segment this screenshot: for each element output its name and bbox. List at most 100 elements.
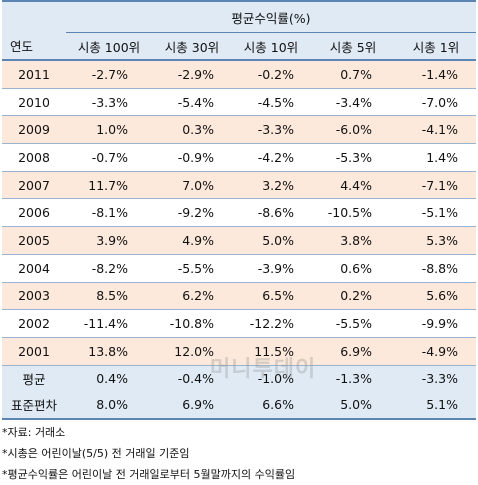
value-text: 11.7% <box>88 177 128 193</box>
value-text: -5.3% <box>335 149 372 165</box>
value-text: -4.1% <box>421 122 458 138</box>
summary-value-cell: 6.9% <box>152 391 232 420</box>
value-text: -1.4% <box>421 66 458 82</box>
value-cell: -12.2% <box>232 309 310 338</box>
value-text: -5.4% <box>177 94 214 110</box>
header-col-top1: 시총 1위 <box>396 32 476 61</box>
summary-value-text: -1.3% <box>335 371 372 387</box>
value-cell: -0.2% <box>232 60 310 89</box>
value-cell: 13.8% <box>66 337 152 366</box>
header-col-top100: 시총 100위 <box>66 32 152 61</box>
value-text: -12.2% <box>249 316 294 332</box>
value-cell: -10.8% <box>152 309 232 338</box>
header-col-top5: 시총 5위 <box>310 32 396 61</box>
value-cell: 7.0% <box>152 171 232 200</box>
header-group-label: 평균수익률(%) <box>66 0 476 33</box>
value-cell: -5.3% <box>310 143 396 172</box>
value-text: 3.2% <box>262 177 294 193</box>
value-text: 11.5% <box>254 343 294 359</box>
value-text: -9.9% <box>421 316 458 332</box>
value-cell: -8.6% <box>232 198 310 228</box>
value-cell: 3.9% <box>66 226 152 255</box>
value-text: -2.9% <box>177 66 214 82</box>
value-cell: -3.3% <box>66 88 152 117</box>
summary-value-cell: -0.4% <box>152 364 232 392</box>
value-cell: 8.5% <box>66 282 152 311</box>
value-text: 4.9% <box>182 232 214 248</box>
value-cell: -9.2% <box>152 198 232 228</box>
year-cell: 2007 <box>2 171 66 200</box>
value-cell: 5.6% <box>396 282 476 311</box>
year-cell: 2005 <box>2 226 66 255</box>
value-text: 3.9% <box>96 232 128 248</box>
summary-value-cell: -1.0% <box>232 364 310 392</box>
table-row: 2001 13.8% 12.0% 11.5% 6.9% -4.9% <box>2 337 476 366</box>
value-text: 6.2% <box>182 288 214 304</box>
value-cell: 11.7% <box>66 171 152 200</box>
summary-value-cell: 5.0% <box>310 391 396 420</box>
summary-label: 평균 <box>2 364 66 392</box>
year-cell: 2003 <box>2 282 66 311</box>
year-cell: 2008 <box>2 143 66 172</box>
value-text: -3.4% <box>335 94 372 110</box>
summary-value-text: 5.1% <box>426 397 458 413</box>
value-cell: 3.8% <box>310 226 396 255</box>
value-text: -8.1% <box>91 205 128 221</box>
note-source: *자료: 거래소 <box>2 425 66 439</box>
year-cell: 2006 <box>2 198 66 228</box>
value-cell: 0.2% <box>310 282 396 311</box>
table-row: 2005 3.9% 4.9% 5.0% 3.8% 5.3% <box>2 226 476 255</box>
value-cell: -3.3% <box>232 115 310 145</box>
summary-value-cell: 5.1% <box>396 391 476 420</box>
header-group-row: 평균수익률(%) <box>2 0 476 33</box>
value-cell: -2.9% <box>152 60 232 89</box>
summary-value-text: -1.0% <box>257 371 294 387</box>
value-text: -0.9% <box>177 149 214 165</box>
value-text: -4.2% <box>257 149 294 165</box>
value-text: -4.9% <box>421 343 458 359</box>
note-return-def: *평균수익률은 어린이날 전 거래일로부터 5월말까지의 수익률임 <box>2 467 296 481</box>
year-cell: 2004 <box>2 254 66 283</box>
summary-value-text: 8.0% <box>96 397 128 413</box>
value-cell: -0.9% <box>152 143 232 172</box>
value-text: 8.5% <box>96 288 128 304</box>
value-text: -7.0% <box>421 94 458 110</box>
value-cell: -4.5% <box>232 88 310 117</box>
year-cell: 2001 <box>2 337 66 366</box>
value-cell: 12.0% <box>152 337 232 366</box>
value-cell: -10.5% <box>310 198 396 228</box>
value-cell: -3.4% <box>310 88 396 117</box>
summary-value-text: 0.4% <box>96 371 128 387</box>
value-text: -6.0% <box>335 122 372 138</box>
note-market-cap: *시총은 어린이날(5/5) 전 거래일 기준임 <box>2 446 190 460</box>
value-text: 0.7% <box>340 66 372 82</box>
year-cell: 2010 <box>2 88 66 117</box>
value-text: -3.9% <box>257 260 294 276</box>
header-columns-row: 연도 시총 100위 시총 30위 시총 10위 시총 5위 시총 1위 <box>2 32 476 61</box>
value-cell: 3.2% <box>232 171 310 200</box>
summary-value-cell: 6.6% <box>232 391 310 420</box>
value-text: -2.7% <box>91 66 128 82</box>
value-cell: -6.0% <box>310 115 396 145</box>
value-text: -3.3% <box>257 122 294 138</box>
value-cell: 0.7% <box>310 60 396 89</box>
value-text: 0.3% <box>182 122 214 138</box>
table-row: 2011 -2.7% -2.9% -0.2% 0.7% -1.4% <box>2 60 476 89</box>
value-cell: 5.0% <box>232 226 310 255</box>
value-cell: -4.1% <box>396 115 476 145</box>
summary-value-text: -0.4% <box>177 371 214 387</box>
table-row: 2008 -0.7% -0.9% -4.2% -5.3% 1.4% <box>2 143 476 172</box>
value-text: -7.1% <box>421 177 458 193</box>
value-text: 0.6% <box>340 260 372 276</box>
table-row: 2007 11.7% 7.0% 3.2% 4.4% -7.1% <box>2 171 476 200</box>
header-corner <box>2 0 66 33</box>
value-cell: -8.8% <box>396 254 476 283</box>
year-cell: 2009 <box>2 115 66 145</box>
table-body: 2011 -2.7% -2.9% -0.2% 0.7% -1.4% 2010 -3.3% -5.… <box>2 60 476 366</box>
value-cell: 11.5% <box>232 337 310 366</box>
value-cell: -8.2% <box>66 254 152 283</box>
value-text: -0.7% <box>91 149 128 165</box>
summary-value-text: 6.6% <box>262 397 294 413</box>
value-cell: -3.9% <box>232 254 310 283</box>
value-cell: -0.7% <box>66 143 152 172</box>
